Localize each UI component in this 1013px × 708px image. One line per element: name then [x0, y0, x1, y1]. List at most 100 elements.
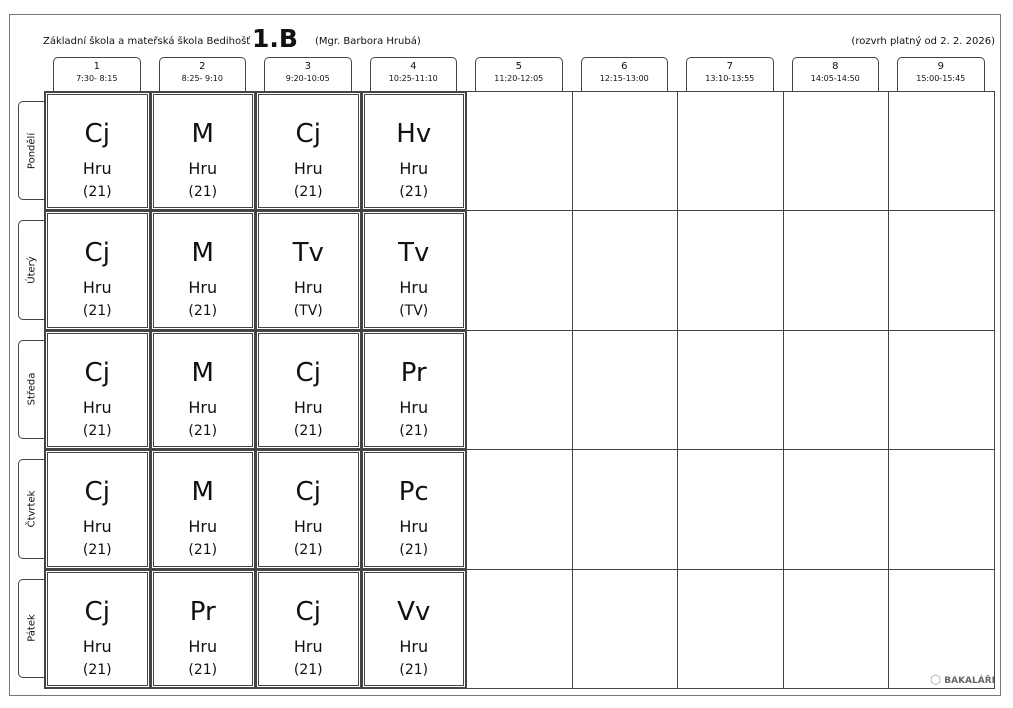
period-time: 14:05-14:50 [810, 74, 860, 83]
lesson-teacher: Hru [188, 397, 218, 417]
period-time: 15:00-15:45 [916, 74, 966, 83]
lesson-subject: Cj [84, 238, 110, 269]
lesson-teacher: Hru [293, 636, 323, 656]
lesson-subject: M [191, 477, 214, 508]
timetable-cell [888, 210, 995, 331]
lesson-subject: Tv [398, 238, 430, 269]
timetable-cell [466, 329, 573, 451]
lesson-card[interactable]: Cj Hru (21) [256, 569, 361, 688]
day-label: Úterý [18, 220, 45, 320]
lesson-room: (21) [293, 661, 323, 678]
lesson-card[interactable]: Tv Hru (TV) [361, 211, 466, 330]
lesson-room: (21) [188, 422, 218, 439]
lesson-teacher: Hru [82, 636, 112, 656]
lesson-card[interactable]: Vv Hru (21) [361, 569, 466, 688]
period-header: 8 14:05-14:50 [791, 57, 879, 92]
lesson-room: (21) [82, 661, 112, 678]
day-label: Pondělí [18, 101, 45, 201]
lesson-card[interactable]: Pc Hru (21) [361, 450, 466, 569]
lesson-teacher: Hru [188, 159, 218, 178]
lesson-card[interactable]: Cj Hru (21) [45, 211, 150, 330]
period-number: 7 [726, 61, 733, 72]
period-number: 5 [515, 61, 522, 72]
timetable-cell [782, 449, 889, 570]
period-time: 11:20-12:05 [494, 74, 544, 83]
day-name: Pátek [26, 614, 38, 643]
day-name: Pondělí [26, 132, 38, 169]
lesson-subject: M [191, 119, 214, 149]
lesson-card[interactable]: Cj Hru (21) [45, 569, 150, 688]
lesson-teacher: Hru [399, 636, 429, 656]
timetable-cell [677, 91, 784, 212]
lesson-subject: Cj [295, 119, 321, 149]
lesson-room: (21) [188, 542, 218, 559]
lesson-room: (21) [399, 661, 429, 678]
period-number: 2 [199, 61, 206, 72]
timetable-cell [571, 568, 678, 689]
lesson-card[interactable]: M Hru (21) [150, 330, 255, 450]
lesson-subject: Cj [84, 477, 110, 508]
lesson-card[interactable]: Tv Hru (TV) [256, 211, 361, 330]
lesson-room: (21) [293, 542, 323, 559]
lesson-subject: Pc [398, 477, 429, 508]
lesson-card[interactable]: M Hru (21) [150, 92, 255, 211]
lesson-subject: Cj [84, 119, 110, 149]
timetable-cell [571, 91, 678, 212]
period-time: 9:20-10:05 [285, 74, 330, 83]
lesson-subject: Cj [295, 596, 321, 627]
timetable-cell [571, 449, 678, 570]
lesson-room: (21) [399, 422, 429, 439]
lesson-teacher: Hru [188, 278, 218, 298]
day-name: Čtvrtek [26, 490, 38, 528]
day-label: Středa [18, 339, 45, 440]
lesson-card[interactable]: Pr Hru (21) [150, 569, 255, 688]
period-header: 6 12:15-13:00 [580, 57, 668, 92]
lesson-teacher: Hru [399, 278, 429, 298]
lesson-card[interactable]: Cj Hru (21) [256, 92, 361, 211]
day-name: Středa [26, 373, 38, 406]
class-teacher: (Mgr. Barbora Hrubá) [315, 36, 421, 47]
lesson-card[interactable]: Cj Hru (21) [45, 92, 150, 211]
lesson-subject: Cj [295, 477, 321, 508]
lesson-teacher: Hru [293, 278, 323, 298]
timetable-cell [466, 568, 573, 689]
lesson-subject: Pr [400, 357, 427, 388]
timetable-cell [466, 449, 573, 570]
lesson-teacher: Hru [293, 159, 323, 178]
lesson-card[interactable]: Pr Hru (21) [361, 330, 466, 450]
lesson-teacher: Hru [399, 517, 429, 537]
lesson-subject: Hv [396, 119, 432, 149]
lesson-teacher: Hru [188, 636, 218, 656]
lesson-teacher: Hru [82, 159, 112, 178]
lesson-card[interactable]: Cj Hru (21) [256, 330, 361, 450]
period-number: 8 [832, 61, 839, 72]
period-number: 9 [937, 61, 944, 72]
lesson-subject: M [191, 357, 214, 388]
period-number: 1 [93, 61, 100, 72]
hexagon-icon: ⬡ [929, 673, 942, 688]
period-number: 6 [621, 61, 628, 72]
lesson-subject: Cj [295, 357, 321, 388]
period-header: 1 7:30- 8:15 [53, 57, 141, 92]
lesson-teacher: Hru [293, 397, 323, 417]
lesson-card[interactable]: M Hru (21) [150, 450, 255, 569]
timetable-cell [677, 568, 784, 689]
period-number: 3 [304, 61, 311, 72]
lesson-teacher: Hru [399, 397, 429, 417]
timetable-cell [677, 329, 784, 451]
timetable-cell [571, 329, 678, 451]
period-header: 9 15:00-15:45 [897, 57, 985, 92]
timetable-cell [782, 91, 889, 212]
day-name: Úterý [26, 256, 38, 284]
lesson-card[interactable]: Cj Hru (21) [45, 330, 150, 450]
period-header: 5 11:20-12:05 [475, 57, 563, 92]
lesson-card[interactable]: Cj Hru (21) [256, 450, 361, 569]
period-number: 4 [410, 61, 417, 72]
lesson-room: (21) [293, 184, 323, 200]
school-name: Základní škola a mateřská škola Bedihošť [43, 36, 251, 47]
lesson-room: (21) [82, 422, 112, 439]
lesson-teacher: Hru [293, 517, 323, 537]
lesson-card[interactable]: Cj Hru (21) [45, 450, 150, 569]
lesson-card[interactable]: Hv Hru (21) [361, 92, 466, 211]
lesson-card[interactable]: M Hru (21) [150, 211, 255, 330]
